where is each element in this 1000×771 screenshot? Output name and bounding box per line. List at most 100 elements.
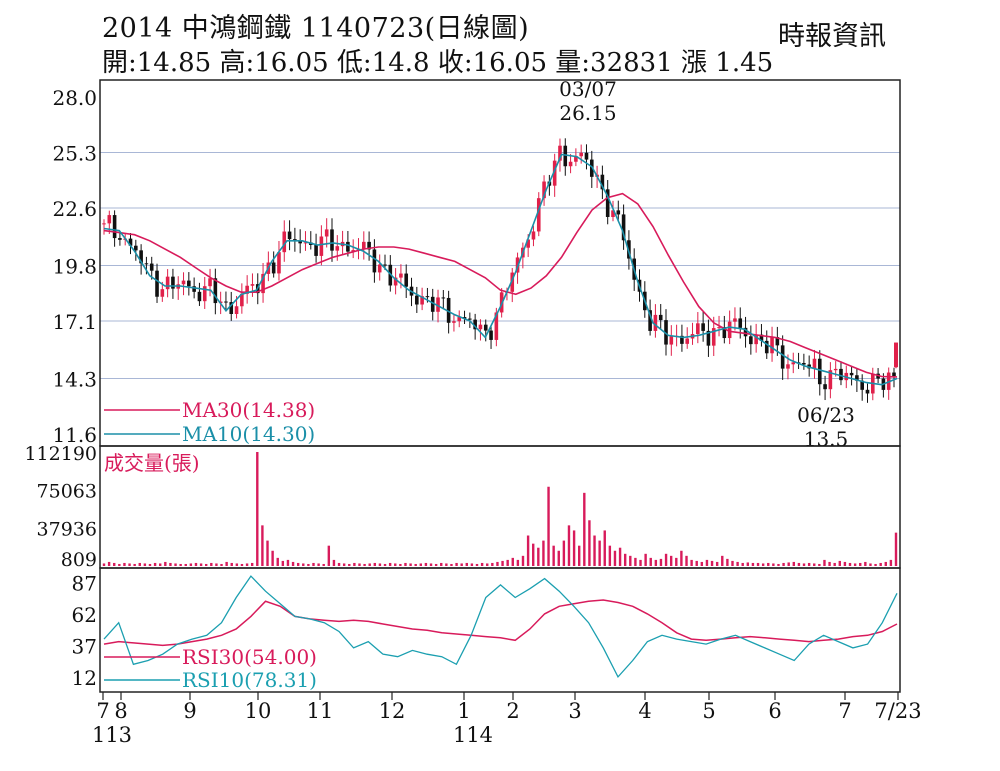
volume-bar — [710, 560, 714, 566]
volume-bar — [700, 561, 704, 566]
volume-bar — [312, 562, 315, 566]
candle-body — [234, 306, 239, 314]
candle-body — [722, 327, 727, 339]
volume-bar — [598, 540, 601, 566]
x-tick-label: 3 — [568, 699, 581, 723]
volume-bar — [189, 563, 193, 566]
volume-bar — [572, 530, 576, 566]
rsi30-legend-label: RSI30(54.00) — [182, 645, 317, 669]
volume-bar — [113, 562, 116, 566]
candle-body — [489, 330, 493, 340]
candle-body — [749, 336, 753, 345]
volume-bar — [603, 530, 606, 566]
volume-bar — [266, 540, 269, 566]
candle-body — [510, 272, 515, 292]
volume-bar — [107, 561, 111, 566]
ohlc-summary: 開:14.85 高:16.05 低:14.8 收:16.05 量:32831 漲… — [102, 48, 774, 78]
volume-bar — [394, 563, 397, 566]
volume-bar — [123, 562, 126, 566]
candle-body — [664, 320, 668, 345]
price-tick-label: 17.1 — [52, 310, 97, 334]
volume-bar — [419, 563, 422, 566]
candle-body — [828, 370, 833, 390]
volume-bar — [634, 557, 637, 566]
volume-bar — [169, 562, 172, 566]
candle-body — [743, 327, 748, 337]
candle-body — [552, 160, 557, 186]
volume-bar — [307, 563, 310, 566]
candle-body — [399, 273, 403, 278]
volume-bar — [414, 563, 417, 566]
volume-bar — [777, 563, 780, 566]
candle-body — [574, 156, 578, 162]
volume-bar — [884, 561, 887, 566]
volume-bar — [281, 560, 285, 566]
candle-body — [653, 314, 658, 331]
candle-body — [802, 362, 806, 365]
volume-tick-label: 75063 — [37, 481, 97, 503]
ma30-legend-label: MA30(14.38) — [182, 398, 315, 422]
candle-body — [892, 372, 896, 377]
volume-bar — [342, 563, 346, 566]
x-tick-label: 7/23 — [874, 699, 921, 723]
x-tick-label: 11 — [307, 699, 334, 723]
volume-bar — [751, 562, 755, 566]
volume-bar — [445, 563, 448, 566]
candle-body — [144, 263, 149, 265]
rsi-tick-label: 37 — [72, 634, 97, 658]
volume-bar — [358, 563, 361, 566]
volume-bar — [859, 562, 862, 566]
candle-body — [351, 250, 355, 252]
ma10-legend-label: MA10(14.30) — [182, 422, 315, 446]
candle-body — [658, 314, 663, 321]
volume-bar — [337, 562, 341, 566]
volume-bar — [133, 563, 136, 566]
candle-body — [335, 246, 340, 251]
volume-bar — [731, 560, 734, 566]
volume-bar — [486, 563, 489, 566]
candle-body — [430, 296, 435, 312]
volume-panel — [99, 445, 901, 569]
rsi-tick-label: 12 — [72, 666, 97, 690]
candle-body — [298, 240, 302, 244]
candle-body — [404, 273, 409, 287]
volume-bar — [404, 562, 407, 566]
volume-bar — [184, 563, 187, 566]
candle-body — [181, 280, 186, 285]
candle-body — [536, 198, 541, 232]
candle-body — [319, 236, 324, 256]
volume-bar — [516, 559, 520, 566]
candle-body — [526, 239, 530, 248]
candle-body — [483, 324, 488, 331]
x-tick-label: 6 — [768, 699, 781, 723]
ma30-line — [103, 192, 898, 378]
candle-body — [393, 277, 398, 286]
x-tick-label: 2 — [506, 699, 519, 723]
volume-bar — [511, 557, 514, 566]
candle-body — [441, 297, 446, 299]
volume-bar — [199, 563, 203, 566]
volume-bar — [434, 563, 438, 566]
volume-bar — [296, 562, 300, 566]
volume-bar — [552, 545, 555, 566]
x-tick-label: 12 — [379, 699, 406, 723]
candle-body — [754, 334, 758, 345]
volume-bar — [639, 559, 642, 566]
candle-body — [611, 210, 615, 217]
volume-bar — [286, 559, 290, 566]
volume-bar — [690, 559, 693, 566]
candle-body — [780, 345, 785, 369]
candle-body — [823, 384, 827, 390]
candle-body — [197, 291, 202, 302]
volume-bar — [424, 562, 428, 566]
volume-bar — [618, 547, 622, 566]
volume-bar — [889, 559, 893, 566]
volume-bar — [368, 563, 371, 566]
volume-bar — [823, 559, 826, 566]
x-tick-label: 9 — [183, 699, 196, 723]
candle-body — [616, 210, 621, 215]
candle-body — [134, 245, 138, 251]
volume-bar — [164, 561, 167, 566]
volume-tick-label: 112190 — [24, 443, 97, 465]
candle-body — [139, 250, 143, 264]
